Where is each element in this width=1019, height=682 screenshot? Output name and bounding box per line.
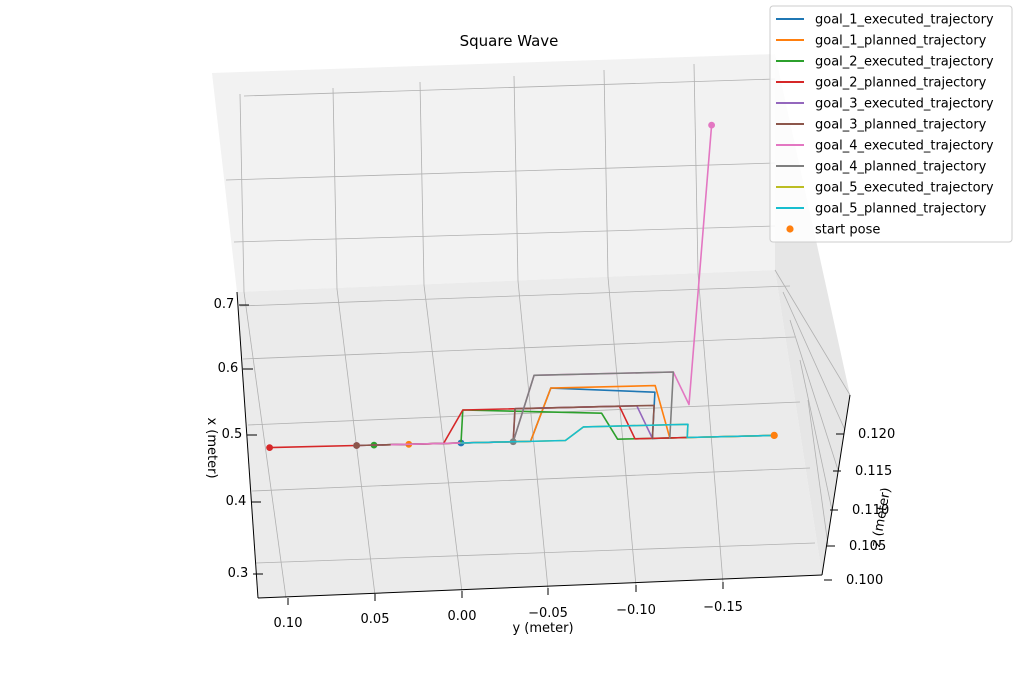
legend-label: goal_5_planned_trajectory: [815, 202, 987, 217]
x-tick-label: 0.7: [214, 297, 235, 312]
legend-items: goal_1_executed_trajectory goal_1_planned…: [776, 13, 994, 238]
y-tick-label: 0.00: [448, 609, 477, 624]
y-tick-label: −0.05: [528, 606, 568, 621]
back-pane: [212, 54, 775, 292]
legend-label: goal_3_planned_trajectory: [815, 118, 987, 133]
legend-label: goal_1_executed_trajectory: [815, 13, 994, 28]
series-line-goal-5-planned-trajectory: [460, 423, 775, 444]
y-axis-label: y (meter): [512, 621, 573, 636]
x-tick-label: 0.5: [222, 427, 243, 442]
x-tick-label: 0.6: [218, 361, 239, 376]
y-tick-label: 0.05: [361, 612, 390, 627]
legend-label: goal_3_executed_trajectory: [815, 97, 994, 112]
y-tick-label: 0.10: [274, 616, 303, 631]
series-end-point-goal-4-executed-trajectory: [708, 121, 715, 129]
z-tick-label: 0.115: [855, 464, 892, 479]
chart-title: Square Wave: [460, 32, 559, 50]
legend-label: start pose: [815, 223, 880, 238]
legend-label: goal_5_executed_trajectory: [815, 181, 994, 196]
x-tick-label: 0.3: [228, 566, 249, 581]
axis-spines: [236, 291, 851, 599]
z-tick-label: 0.100: [846, 573, 883, 588]
z-tick-label: 0.105: [849, 539, 886, 554]
legend-label: goal_2_executed_trajectory: [815, 55, 994, 70]
series-line-goal-4-planned-trajectory: [512, 371, 675, 443]
z-tick-label: 0.120: [858, 427, 895, 442]
y-tick-label: −0.10: [616, 603, 656, 618]
legend: goal_1_executed_trajectory goal_1_planned…: [769, 5, 1013, 243]
series-end-point-goal-3-planned-trajectory: [353, 442, 360, 449]
x-tick-label: 0.4: [226, 494, 247, 509]
legend-swatch-point: [786, 225, 794, 233]
tick-layer: 0.3 0.4 0.5 0.6 0.7 0.10 0.05 0.00 −0.05 −0.10 −0.…: [214, 297, 896, 631]
legend-box: [769, 5, 1013, 243]
legend-label: goal_4_executed_trajectory: [815, 139, 994, 154]
y-tick-label: −0.15: [703, 600, 743, 615]
floor-pane: [237, 270, 822, 598]
legend-label: goal_1_planned_trajectory: [815, 34, 987, 49]
trajectory-layer: [266, 121, 778, 451]
z-tick-label: 0.110: [852, 503, 889, 518]
series-end-point-goal-2-planned-trajectory: [266, 444, 273, 451]
start-pose-point: [770, 431, 778, 439]
x-axis-label: x (meter): [204, 417, 219, 478]
legend-label: goal_4_planned_trajectory: [815, 160, 987, 175]
start-pose-layer: [770, 431, 778, 439]
legend-label: goal_2_planned_trajectory: [815, 76, 987, 91]
